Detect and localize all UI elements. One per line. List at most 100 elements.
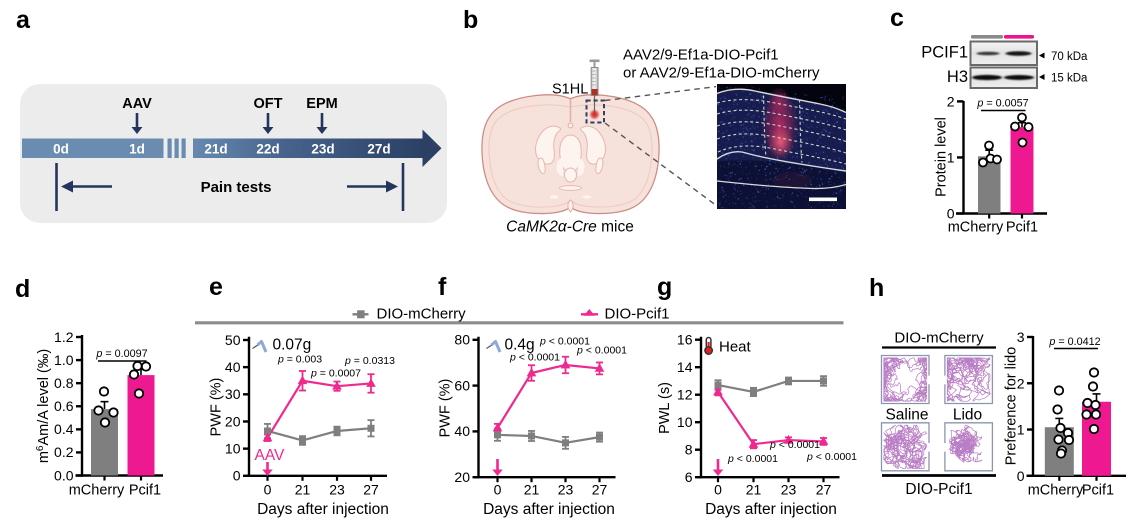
svg-text:f: f [438, 273, 447, 301]
svg-text:Days after injection: Days after injection [705, 501, 837, 518]
svg-text:mCherry: mCherry [69, 483, 125, 499]
svg-text:p < 0.0001: p < 0.0001 [727, 453, 778, 465]
svg-text:p < 0.0001: p < 0.0001 [539, 336, 590, 348]
svg-text:0: 0 [233, 468, 241, 484]
svg-text:d: d [15, 275, 30, 303]
svg-text:3: 3 [1017, 329, 1025, 345]
svg-text:27: 27 [816, 482, 832, 498]
svg-text:0.6: 0.6 [54, 398, 74, 414]
svg-text:Days after injection: Days after injection [257, 501, 389, 518]
svg-text:p < 0.0001: p < 0.0001 [509, 352, 560, 364]
svg-text:PCIF1: PCIF1 [921, 44, 968, 62]
svg-text:Pain tests: Pain tests [201, 179, 272, 196]
svg-text:p = 0.0007: p = 0.0007 [310, 368, 361, 380]
svg-text:CaMK2α-Cre mice: CaMK2α-Cre mice [506, 219, 634, 236]
svg-text:60: 60 [454, 377, 470, 393]
svg-text:mCherry: mCherry [948, 220, 1004, 236]
svg-text:23: 23 [558, 482, 574, 498]
svg-text:b: b [463, 6, 478, 34]
svg-text:0.4g: 0.4g [505, 337, 535, 354]
svg-text:AAV: AAV [122, 96, 152, 112]
svg-text:20: 20 [225, 413, 241, 429]
svg-text:p < 0.0001: p < 0.0001 [806, 451, 857, 463]
svg-text:DIO-mCherry: DIO-mCherry [894, 330, 984, 347]
svg-text:30: 30 [225, 386, 241, 402]
svg-text:80: 80 [454, 332, 470, 348]
svg-text:p = 0.0097: p = 0.0097 [95, 348, 147, 360]
svg-text:Saline: Saline [885, 407, 928, 424]
svg-text:p = 0.0313: p = 0.0313 [344, 355, 395, 367]
svg-text:PWL (s): PWL (s) [657, 382, 673, 434]
svg-text:6: 6 [685, 469, 693, 485]
svg-text:70 kDa: 70 kDa [1051, 51, 1088, 63]
svg-text:H3: H3 [947, 68, 968, 86]
svg-text:0.8: 0.8 [54, 375, 74, 391]
svg-text:g: g [657, 273, 672, 301]
svg-text:AAV2/9-Ef1a-DIO-Pcif1: AAV2/9-Ef1a-DIO-Pcif1 [623, 47, 779, 64]
svg-text:DIO-Pcif1: DIO-Pcif1 [905, 481, 972, 498]
svg-text:0: 0 [494, 482, 502, 498]
svg-text:0: 0 [1017, 468, 1025, 484]
svg-text:DIO-Pcif1: DIO-Pcif1 [605, 306, 670, 323]
svg-text:1d: 1d [129, 142, 145, 157]
svg-text:21: 21 [295, 482, 311, 498]
svg-text:0: 0 [264, 482, 272, 498]
svg-text:50: 50 [225, 332, 241, 348]
svg-text:S1HL: S1HL [552, 82, 588, 98]
svg-text:0.0: 0.0 [54, 467, 74, 483]
svg-text:0.4: 0.4 [54, 421, 74, 437]
svg-text:Pcif1: Pcif1 [1006, 220, 1038, 236]
svg-text:22d: 22d [256, 142, 279, 157]
svg-text:15 kDa: 15 kDa [1051, 73, 1088, 85]
svg-text:a: a [16, 6, 31, 34]
svg-text:p < 0.0001: p < 0.0001 [769, 439, 820, 451]
svg-text:23d: 23d [311, 142, 334, 157]
svg-text:p = 0.0057: p = 0.0057 [976, 98, 1028, 110]
svg-text:0.2: 0.2 [54, 444, 74, 460]
svg-text:PWF (%): PWF (%) [209, 378, 225, 437]
svg-text:1.0: 1.0 [54, 352, 74, 368]
svg-text:40: 40 [225, 359, 241, 375]
svg-text:14: 14 [677, 359, 693, 375]
svg-text:OFT: OFT [254, 96, 283, 112]
svg-text:1: 1 [1017, 422, 1025, 438]
svg-text:PWF (%): PWF (%) [438, 379, 454, 438]
svg-text:40: 40 [454, 423, 470, 439]
svg-text:27: 27 [592, 482, 608, 498]
svg-text:21: 21 [746, 482, 762, 498]
svg-text:1.2: 1.2 [54, 329, 74, 345]
svg-text:0: 0 [947, 206, 955, 222]
svg-text:0.07g: 0.07g [273, 337, 312, 354]
svg-text:e: e [209, 273, 223, 301]
svg-text:AAV: AAV [255, 447, 286, 464]
svg-text:20: 20 [454, 469, 470, 485]
svg-text:or AAV2/9-Ef1a-DIO-mCherry: or AAV2/9-Ef1a-DIO-mCherry [623, 65, 820, 82]
svg-text:mCherry: mCherry [1028, 483, 1084, 499]
svg-text:2: 2 [1017, 375, 1025, 391]
svg-text:h: h [869, 274, 884, 302]
svg-text:Preference for lido: Preference for lido [1004, 347, 1020, 465]
svg-text:1: 1 [947, 149, 955, 165]
svg-text:16: 16 [677, 332, 693, 348]
svg-text:23: 23 [329, 482, 345, 498]
svg-text:23: 23 [781, 482, 797, 498]
svg-text:Pcif1: Pcif1 [1082, 483, 1114, 499]
svg-text:21d: 21d [204, 142, 227, 157]
svg-text:c: c [890, 4, 904, 32]
svg-text:27d: 27d [367, 142, 390, 157]
svg-text:DIO-mCherry: DIO-mCherry [377, 306, 467, 323]
svg-text:0d: 0d [53, 142, 69, 157]
svg-text:27: 27 [363, 482, 379, 498]
svg-text:Heat: Heat [719, 339, 752, 356]
svg-text:10: 10 [677, 414, 693, 430]
svg-text:10: 10 [225, 440, 241, 456]
svg-text:2: 2 [947, 93, 955, 109]
svg-text:p < 0.0001: p < 0.0001 [576, 345, 627, 357]
svg-text:Days after injection: Days after injection [483, 501, 615, 518]
svg-text:Pcif1: Pcif1 [129, 483, 161, 499]
svg-text:12: 12 [677, 387, 693, 403]
svg-text:0: 0 [714, 482, 722, 498]
svg-text:21: 21 [524, 482, 540, 498]
svg-text:m6Am/A level (‰): m6Am/A level (‰) [35, 349, 52, 463]
svg-text:Protein level: Protein level [934, 117, 950, 197]
